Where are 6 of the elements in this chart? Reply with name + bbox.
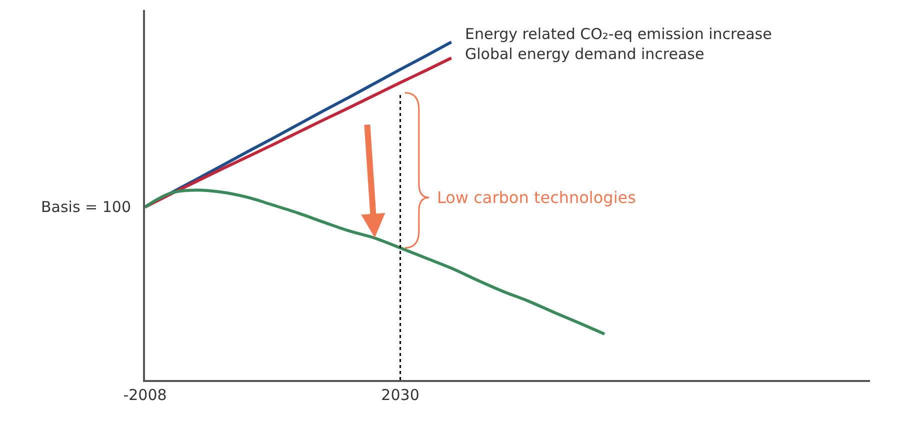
annotation: Low carbon technologies	[437, 188, 636, 207]
series-label: Energy related CO₂-eq emission increase	[465, 25, 772, 43]
series-label: Global energy demand increase	[465, 45, 704, 63]
text: Basis = 100	[41, 198, 132, 216]
x-tick-label: -2008	[123, 386, 167, 404]
x-tick-label: 2030	[381, 386, 420, 404]
